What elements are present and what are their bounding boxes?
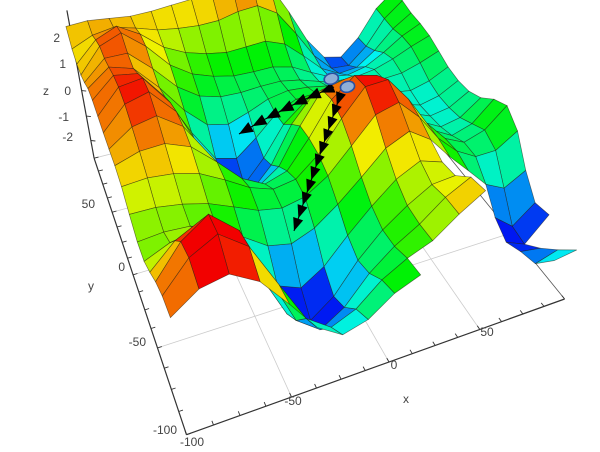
svg-text:-50: -50	[129, 335, 147, 349]
svg-text:-50: -50	[284, 394, 302, 408]
svg-text:z: z	[43, 84, 49, 98]
svg-text:0: 0	[118, 260, 125, 274]
svg-text:y: y	[88, 279, 94, 293]
svg-text:1: 1	[59, 57, 66, 71]
svg-text:0: 0	[64, 84, 71, 98]
svg-text:x: x	[403, 392, 409, 406]
svg-text:50: 50	[480, 325, 494, 339]
svg-text:-100: -100	[153, 423, 177, 437]
svg-text:-1: -1	[58, 110, 69, 124]
svg-text:-2: -2	[62, 130, 73, 144]
svg-text:50: 50	[82, 197, 96, 211]
svg-text:-100: -100	[180, 435, 204, 447]
svg-text:2: 2	[53, 31, 60, 45]
svg-text:0: 0	[391, 358, 398, 372]
